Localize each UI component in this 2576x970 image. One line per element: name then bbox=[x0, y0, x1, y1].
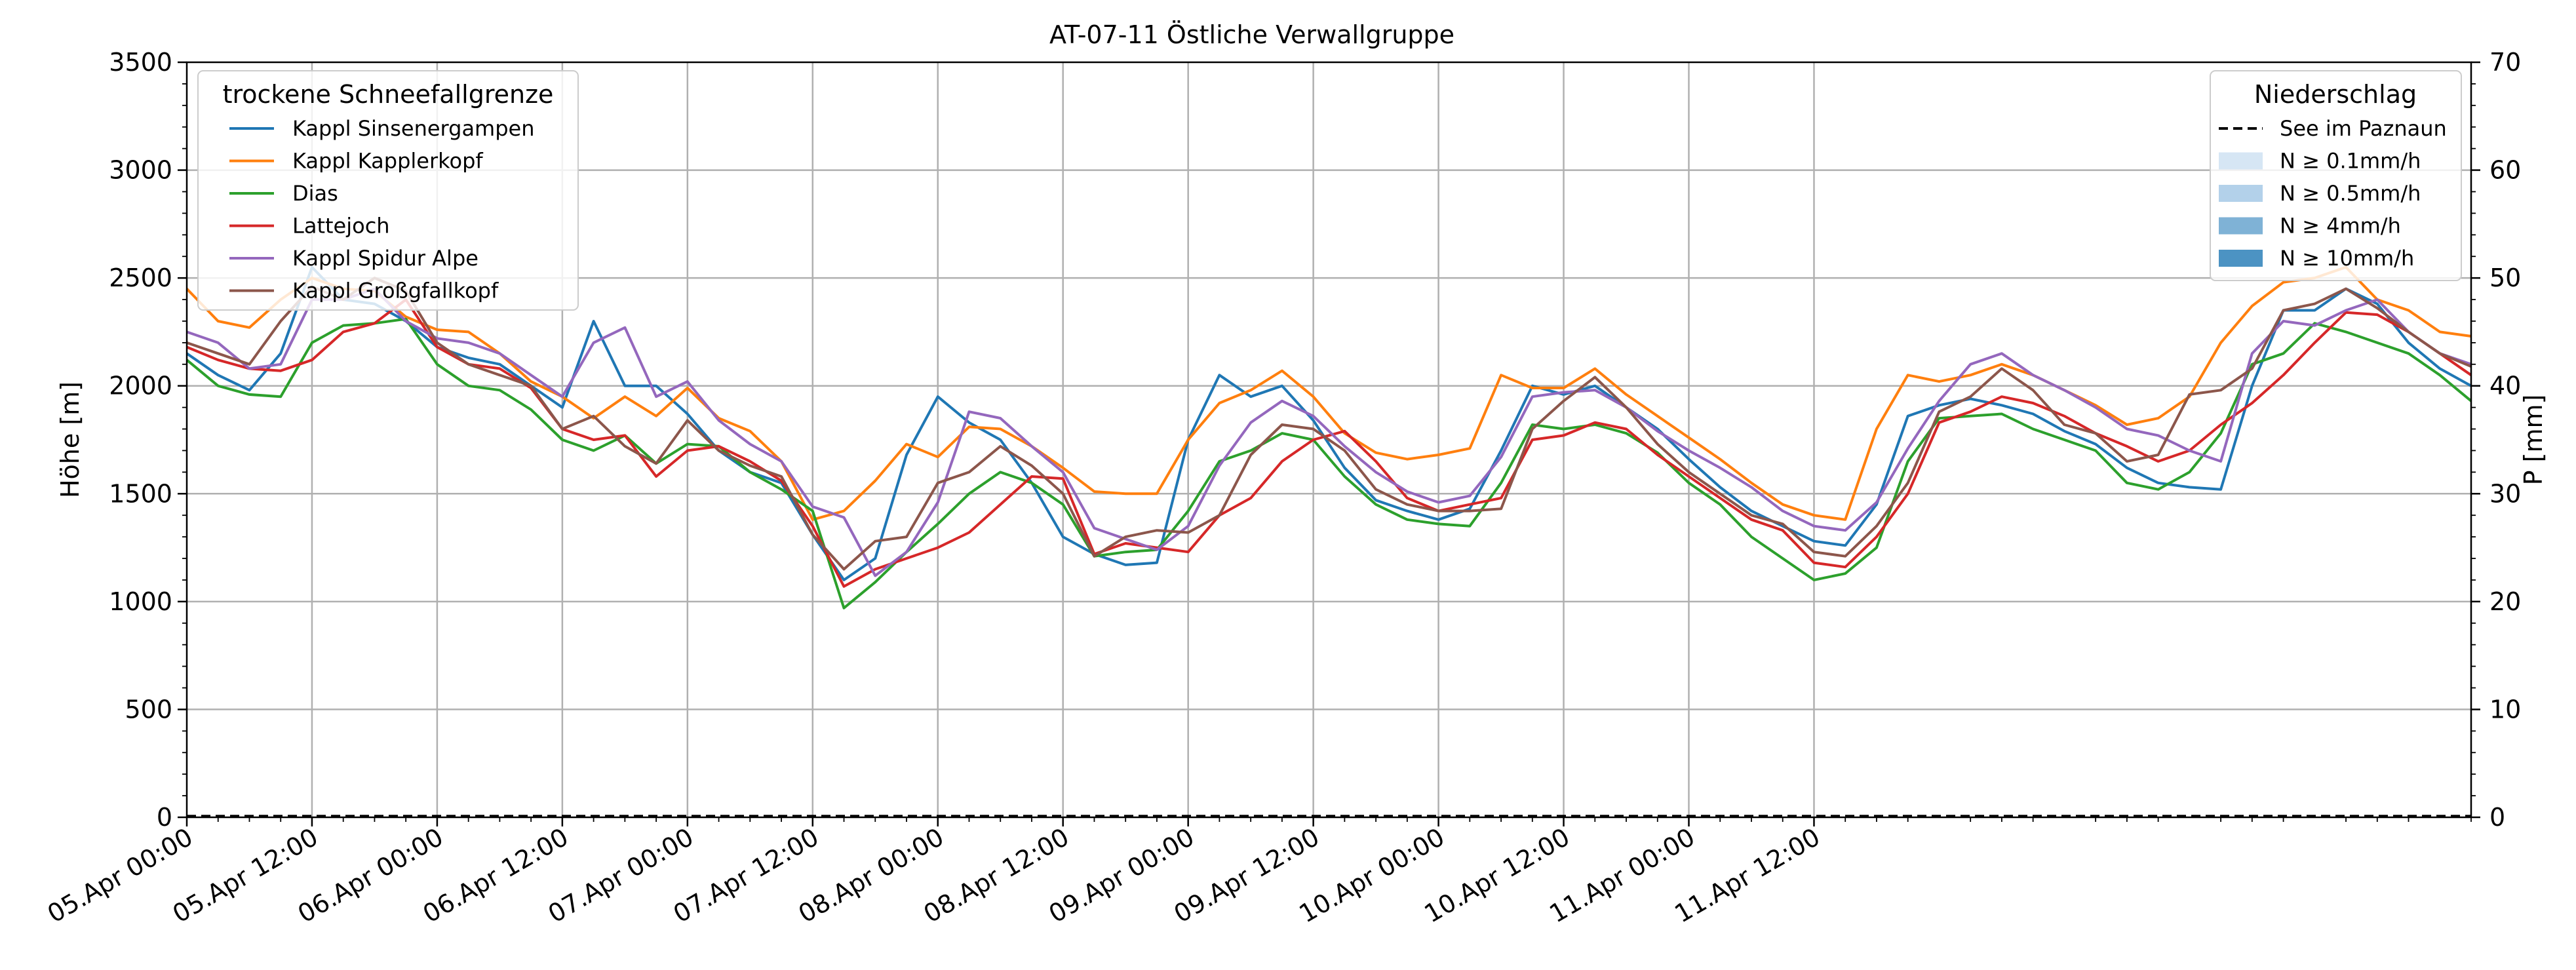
legend-label-series-2: Kappl Kapplerkopf bbox=[292, 149, 483, 174]
legend-snowfall-box bbox=[197, 70, 579, 311]
series-line-4 bbox=[186, 298, 2472, 588]
y-tick-label: 2500 bbox=[109, 263, 172, 292]
chart-title: AT-07-11 Östliche Verwallgruppe bbox=[1049, 20, 1454, 49]
legend-swatch-precip-3 bbox=[2219, 185, 2263, 202]
legend-label-precip-3: N ≥ 0.5mm/h bbox=[2280, 181, 2421, 206]
y2-tick-label: 50 bbox=[2489, 263, 2521, 292]
y-axis-label: Höhe [m] bbox=[56, 381, 85, 498]
legend-snowfall-title: trockene Schneefallgrenze bbox=[223, 80, 554, 109]
legend-snowfall: trockene Schneefallgrenze Kappl Sinsenerg… bbox=[197, 70, 579, 311]
y2-tick-label: 0 bbox=[2489, 803, 2505, 832]
series-line-5 bbox=[186, 287, 2472, 577]
legend-label-precip-5: N ≥ 10mm/h bbox=[2280, 246, 2414, 271]
y-tick-label: 1000 bbox=[109, 587, 172, 616]
y-tick-label: 1500 bbox=[109, 479, 172, 508]
y2-axis-label: P [mm] bbox=[2519, 395, 2548, 486]
plot-frame bbox=[185, 61, 2472, 819]
y-tick-label: 3000 bbox=[109, 156, 172, 185]
legend-label-series-5: Kappl Spidur Alpe bbox=[292, 246, 478, 271]
series-lines bbox=[185, 265, 2472, 610]
y-tick-label: 3500 bbox=[109, 48, 172, 77]
y2-tick-label: 10 bbox=[2489, 695, 2521, 724]
legend-label-series-6: Kappl Großgfallkopf bbox=[292, 279, 499, 303]
y2-tick-label: 30 bbox=[2489, 479, 2521, 508]
legend-label-series-1: Kappl Sinsenergampen bbox=[292, 116, 535, 141]
legend-precip-title: Niederschlag bbox=[2254, 80, 2417, 109]
y-tick-label: 0 bbox=[157, 803, 172, 832]
series-line-1 bbox=[185, 265, 2472, 581]
legend-swatch-precip-2 bbox=[2219, 152, 2263, 170]
legend-label-series-3: Dias bbox=[292, 181, 338, 206]
y2-tick-label: 40 bbox=[2489, 372, 2521, 400]
legend-swatch-precip-4 bbox=[2219, 217, 2263, 235]
y2-tick-label: 60 bbox=[2489, 156, 2521, 185]
legend-label-precip-1: See im Paznaun bbox=[2280, 116, 2447, 141]
series-line-2 bbox=[185, 265, 2472, 521]
legend-swatch-precip-5 bbox=[2219, 250, 2263, 267]
y2-tick-label: 20 bbox=[2489, 587, 2521, 616]
legend-label-precip-4: N ≥ 4mm/h bbox=[2280, 214, 2401, 239]
series-line-6 bbox=[186, 277, 2472, 571]
legend-label-precip-2: N ≥ 0.1mm/h bbox=[2280, 149, 2421, 174]
series-line-3 bbox=[185, 317, 2472, 610]
y-tick-label: 2000 bbox=[109, 372, 172, 400]
y2-tick-label: 70 bbox=[2489, 48, 2521, 77]
legend-label-series-4: Lattejoch bbox=[292, 214, 390, 239]
y-tick-label: 500 bbox=[125, 695, 172, 724]
legend-precip-box bbox=[2210, 70, 2462, 281]
legend-precipitation: Niederschlag See im Paznaun N ≥ 0.1mm/h N ≥… bbox=[2210, 70, 2462, 281]
